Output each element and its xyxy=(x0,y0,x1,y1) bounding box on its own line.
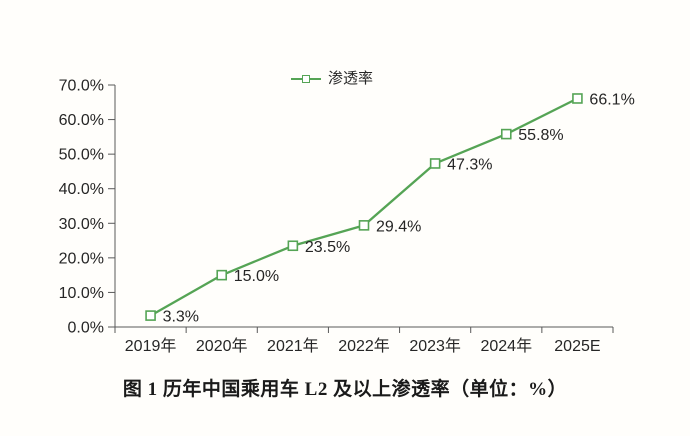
x-axis-label: 2025E xyxy=(554,338,600,355)
figure-caption: 图 1 历年中国乘用车 L2 及以上渗透率（单位：%） xyxy=(122,379,568,400)
data-point-marker xyxy=(145,310,156,321)
data-point-label: 15.0% xyxy=(234,268,279,285)
x-axis-label: 2019年 xyxy=(125,337,177,355)
series-line xyxy=(149,97,579,317)
legend-label: 渗透率 xyxy=(328,70,374,87)
data-point-label: 29.4% xyxy=(376,218,421,235)
y-axis-label: 50.0% xyxy=(59,147,104,164)
data-point-marker xyxy=(429,158,441,169)
y-axis-label: 40.0% xyxy=(59,181,104,198)
data-point-label: 3.3% xyxy=(163,309,199,326)
legend-square-icon xyxy=(302,75,310,83)
y-axis-label: 70.0% xyxy=(59,78,104,95)
x-axis-label: 2022年 xyxy=(338,337,390,355)
y-axis-label: 0.0% xyxy=(68,320,104,337)
data-point-marker xyxy=(500,128,512,140)
y-axis-label: 30.0% xyxy=(59,216,104,233)
x-axis-label: 2024年 xyxy=(480,337,532,355)
data-point-marker xyxy=(287,240,299,252)
legend-line-marker-icon xyxy=(291,75,321,83)
y-axis-label: 10.0% xyxy=(59,285,104,302)
data-point-label: 66.1% xyxy=(589,91,634,108)
data-point-label: 47.3% xyxy=(447,156,492,173)
x-axis-label: 2023年 xyxy=(409,337,461,355)
data-point-label: 55.8% xyxy=(518,127,563,144)
data-point-label: 23.5% xyxy=(305,239,350,256)
x-axis-label: 2021年 xyxy=(267,337,319,355)
x-axis-label: 2020年 xyxy=(196,337,248,355)
data-point-marker xyxy=(358,220,370,231)
data-point-marker xyxy=(572,93,583,104)
legend: 渗透率 xyxy=(291,70,373,88)
y-axis-label: 20.0% xyxy=(59,250,104,267)
y-axis-label: 60.0% xyxy=(59,112,104,129)
data-point-marker xyxy=(216,269,228,281)
